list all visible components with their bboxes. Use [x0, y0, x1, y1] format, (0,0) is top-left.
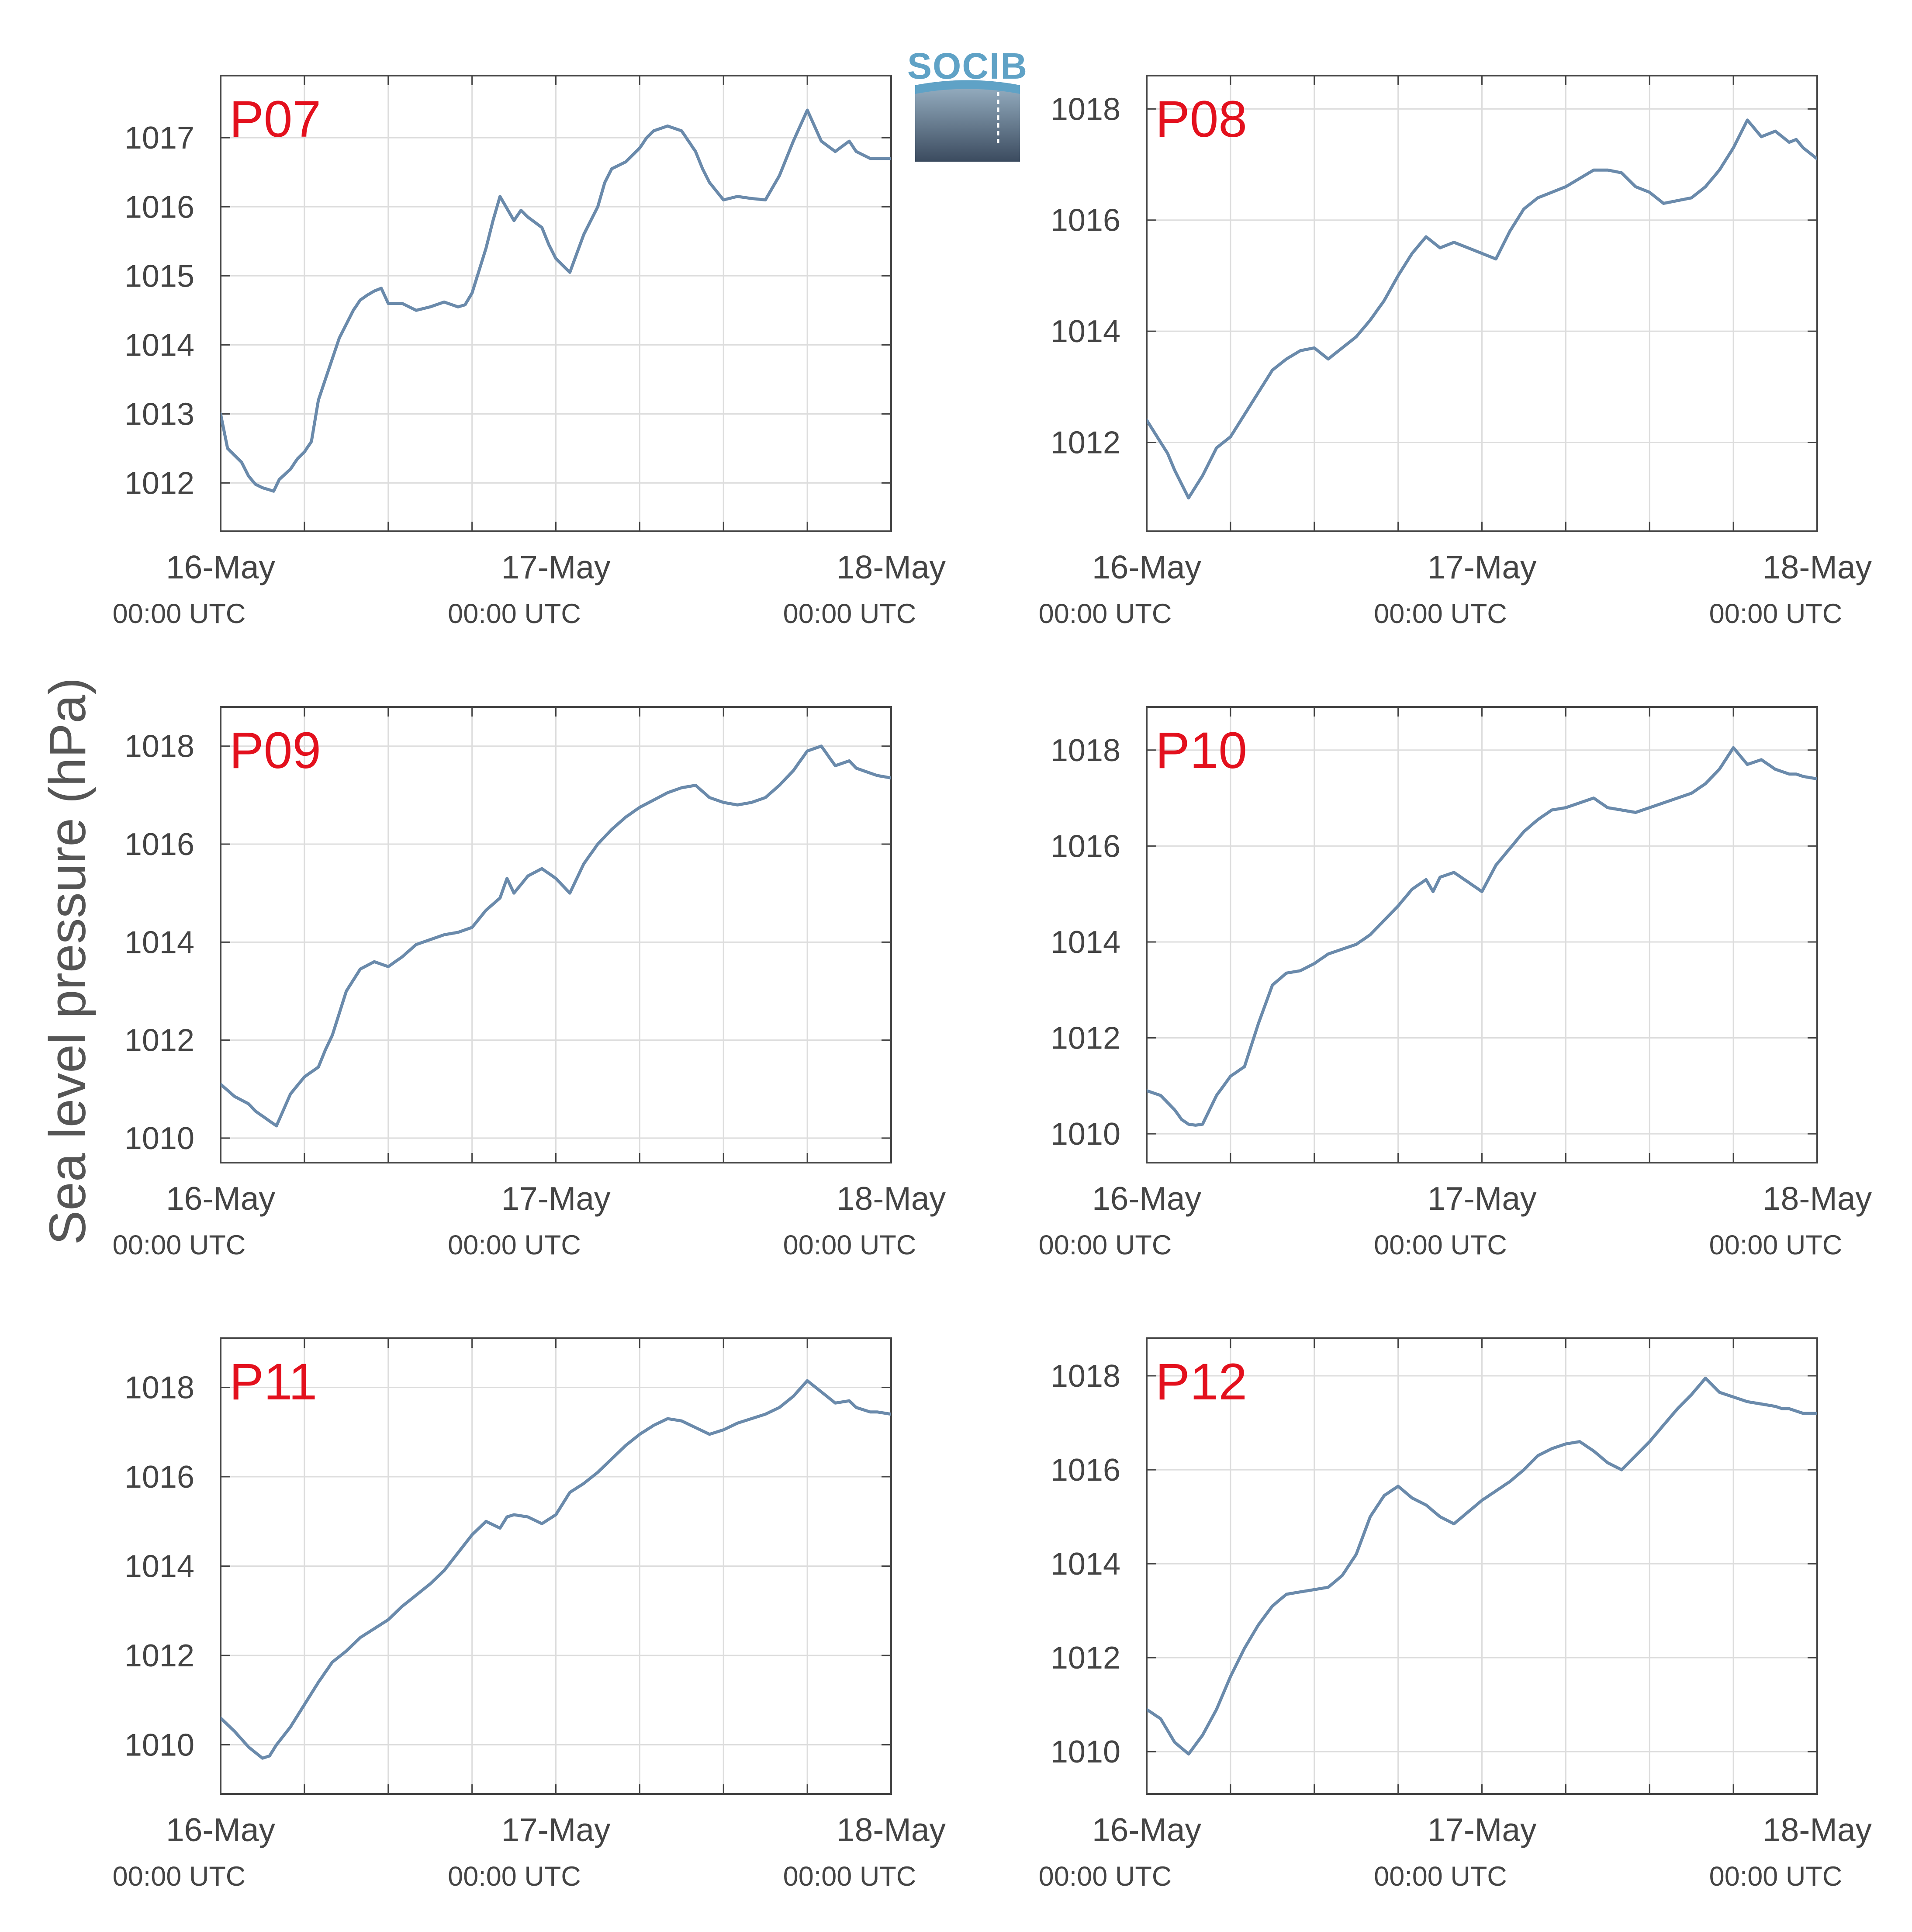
- panel-label: P11: [229, 1353, 317, 1411]
- x-tick-label-time: 00:00 UTC: [113, 1230, 246, 1260]
- panel-label: P12: [1155, 1353, 1247, 1411]
- y-tick-label: 1014: [1051, 314, 1120, 349]
- y-tick-label: 1016: [124, 1460, 194, 1495]
- panel-p07: 1012 1013 1014 1015 1016 1017 16-May 00:00 UTC 1…: [113, 75, 946, 629]
- y-tick-label: 1012: [124, 1023, 194, 1058]
- x-tick-label-date: 17-May: [1427, 1180, 1537, 1217]
- x-tick-label-time: 00:00 UTC: [448, 1861, 581, 1892]
- x-tick-label-time: 00:00 UTC: [448, 1230, 581, 1260]
- x-tick-label-time: 00:00 UTC: [1709, 1230, 1843, 1260]
- y-tick-label: 1014: [1051, 1547, 1120, 1582]
- y-tick-label: 1018: [1051, 1359, 1120, 1394]
- panel-p08: 1012 1014 1016 1018 16-May 00:00 UTC 17-May 00:…: [1039, 75, 1872, 629]
- axes-box: [220, 1337, 892, 1795]
- x-tick-label-time: 00:00 UTC: [783, 1230, 916, 1260]
- x-tick-label-date: 17-May: [501, 549, 611, 585]
- axes-box: [1146, 75, 1818, 532]
- x-tick-label-date: 18-May: [1763, 1811, 1872, 1848]
- logo-wave: [915, 80, 1020, 162]
- panel-label: P08: [1155, 90, 1247, 148]
- x-tick-label-date: 16-May: [1092, 1811, 1202, 1848]
- y-tick-label: 1012: [1051, 1021, 1120, 1056]
- y-tick-label: 1015: [124, 259, 194, 294]
- x-tick-label-date: 18-May: [1763, 1180, 1872, 1217]
- x-tick-label-date: 18-May: [837, 1811, 946, 1848]
- x-tick-label-date: 16-May: [1092, 549, 1202, 585]
- axes-box: [1146, 706, 1818, 1163]
- x-tick-label-time: 00:00 UTC: [1374, 1230, 1507, 1260]
- axes-box: [1146, 1337, 1818, 1795]
- x-tick-label-date: 17-May: [501, 1811, 611, 1848]
- series-line-p08: [1147, 118, 1817, 500]
- y-tick-label: 1010: [1051, 1117, 1120, 1152]
- panel-p11: 1010 1012 1014 1016 1018 16-May 00:00 UTC 17-Ma…: [113, 1337, 946, 1892]
- x-tick-label-time: 00:00 UTC: [113, 599, 246, 629]
- y-tick-label: 1016: [1051, 1453, 1120, 1488]
- logo-wave-top: [915, 80, 1020, 94]
- y-tick-label: 1014: [1051, 925, 1120, 960]
- x-tick-label-date: 18-May: [837, 549, 946, 585]
- x-tick-label-date: 16-May: [166, 1180, 276, 1217]
- x-tick-label-date: 17-May: [501, 1180, 611, 1217]
- panel-p10: 1010 1012 1014 1016 1018 16-May 00:00 UTC 17-Ma…: [1039, 706, 1872, 1260]
- panel-label: P09: [229, 722, 321, 779]
- x-tick-label-time: 00:00 UTC: [1709, 599, 1843, 629]
- y-tick-label: 1014: [124, 1549, 194, 1584]
- y-tick-label: 1013: [124, 397, 194, 432]
- x-tick-label-time: 00:00 UTC: [1374, 1861, 1507, 1892]
- y-tick-label: 1018: [1051, 733, 1120, 768]
- x-tick-label-time: 00:00 UTC: [783, 599, 916, 629]
- panel-label: P07: [229, 90, 321, 148]
- series-line-p12: [1147, 1376, 1817, 1756]
- y-tick-label: 1016: [124, 827, 194, 862]
- y-tick-label: 1018: [124, 1370, 194, 1405]
- panel-label: P10: [1155, 722, 1247, 779]
- y-tick-label: 1018: [124, 729, 194, 764]
- x-tick-label-date: 18-May: [1763, 549, 1872, 585]
- y-tick-label: 1012: [1051, 1641, 1120, 1676]
- panel-p12: 1010 1012 1014 1016 1018 16-May 00:00 UTC 17-Ma…: [1039, 1337, 1872, 1892]
- x-tick-label-time: 00:00 UTC: [1039, 599, 1172, 629]
- y-tick-label: 1014: [124, 925, 194, 960]
- y-tick-label: 1010: [1051, 1735, 1120, 1769]
- y-tick-label: 1016: [1051, 203, 1120, 238]
- axes-box: [220, 75, 892, 532]
- y-tick-label: 1010: [124, 1728, 194, 1763]
- x-tick-label-time: 00:00 UTC: [783, 1861, 916, 1892]
- y-tick-label: 1016: [124, 190, 194, 225]
- y-tick-label: 1010: [124, 1121, 194, 1156]
- axes-box: [220, 706, 892, 1163]
- y-tick-label: 1012: [124, 466, 194, 501]
- x-tick-label-date: 18-May: [837, 1180, 946, 1217]
- series-line-p10: [1147, 746, 1817, 1127]
- panel-p09: 1010 1012 1014 1016 1018 16-May 00:00 UTC 17-Ma…: [113, 706, 946, 1260]
- series-line-p07: [221, 108, 891, 493]
- logo-text: SOCIB: [907, 45, 1028, 87]
- x-tick-label-date: 16-May: [166, 549, 276, 585]
- y-tick-label: 1016: [1051, 829, 1120, 864]
- y-tick-label: 1012: [124, 1638, 194, 1673]
- x-tick-label-time: 00:00 UTC: [1039, 1861, 1172, 1892]
- y-axis-label: Sea level pressure (hPa): [39, 678, 97, 1245]
- x-tick-label-date: 16-May: [166, 1811, 276, 1848]
- y-tick-label: 1017: [124, 121, 194, 156]
- y-tick-label: 1014: [124, 328, 194, 363]
- x-tick-label-date: 17-May: [1427, 1811, 1537, 1848]
- x-tick-label-time: 00:00 UTC: [1374, 599, 1507, 629]
- series-line-p09: [221, 744, 891, 1128]
- socib-logo: SOCIB: [907, 45, 1028, 162]
- y-tick-label: 1018: [1051, 92, 1120, 127]
- x-tick-label-time: 00:00 UTC: [448, 599, 581, 629]
- x-tick-label-time: 00:00 UTC: [1709, 1861, 1843, 1892]
- x-tick-label-time: 00:00 UTC: [1039, 1230, 1172, 1260]
- x-tick-label-time: 00:00 UTC: [113, 1861, 246, 1892]
- x-tick-label-date: 16-May: [1092, 1180, 1202, 1217]
- x-tick-label-date: 17-May: [1427, 549, 1537, 585]
- series-line-p11: [221, 1379, 891, 1760]
- y-tick-label: 1012: [1051, 425, 1120, 460]
